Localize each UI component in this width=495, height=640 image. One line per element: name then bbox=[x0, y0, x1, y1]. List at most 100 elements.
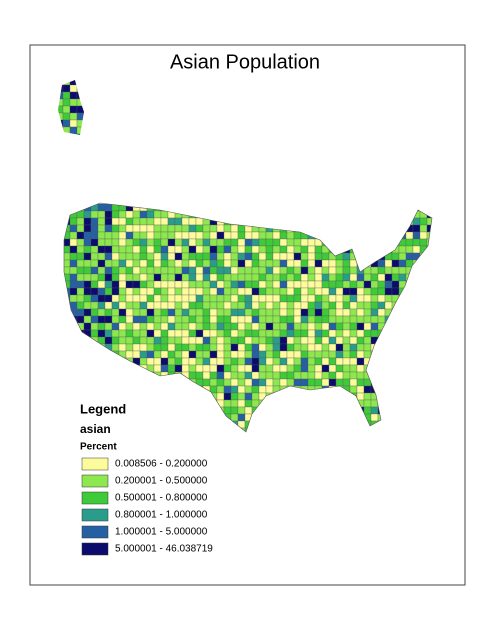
county bbox=[349, 371, 358, 380]
county bbox=[279, 378, 288, 387]
county bbox=[181, 280, 190, 289]
legend-label: 5.000001 - 46.038719 bbox=[115, 544, 213, 555]
county bbox=[132, 287, 141, 296]
county bbox=[279, 266, 288, 275]
county bbox=[174, 294, 183, 303]
county bbox=[132, 245, 141, 254]
county bbox=[69, 126, 78, 135]
county bbox=[223, 238, 232, 247]
county bbox=[363, 280, 372, 289]
county bbox=[335, 301, 344, 310]
county bbox=[160, 231, 169, 240]
county bbox=[363, 322, 372, 331]
county bbox=[321, 350, 330, 359]
county bbox=[237, 280, 246, 289]
county bbox=[349, 329, 358, 338]
county bbox=[76, 301, 85, 310]
county bbox=[216, 343, 225, 352]
county bbox=[202, 364, 211, 373]
county bbox=[377, 287, 386, 296]
county bbox=[237, 350, 246, 359]
county bbox=[244, 357, 253, 366]
county bbox=[230, 273, 239, 282]
county bbox=[272, 287, 281, 296]
county bbox=[132, 224, 141, 233]
county bbox=[146, 259, 155, 268]
county bbox=[90, 273, 99, 282]
county bbox=[230, 343, 239, 352]
county bbox=[153, 357, 162, 366]
county bbox=[237, 238, 246, 247]
county bbox=[90, 315, 99, 324]
county bbox=[370, 315, 379, 324]
county bbox=[300, 322, 309, 331]
legend-swatch bbox=[81, 474, 109, 488]
county bbox=[405, 252, 414, 261]
county bbox=[230, 364, 239, 373]
county bbox=[342, 343, 351, 352]
county bbox=[104, 224, 113, 233]
county bbox=[209, 350, 218, 359]
county bbox=[209, 266, 218, 275]
county bbox=[419, 217, 428, 226]
county bbox=[188, 217, 197, 226]
county bbox=[167, 322, 176, 331]
county bbox=[188, 322, 197, 331]
map-title: Asian Population bbox=[170, 51, 320, 73]
county bbox=[314, 308, 323, 317]
county bbox=[118, 315, 127, 324]
county bbox=[314, 371, 323, 380]
county bbox=[272, 343, 281, 352]
county bbox=[209, 280, 218, 289]
county bbox=[174, 259, 183, 268]
county bbox=[328, 301, 337, 310]
county bbox=[97, 329, 106, 338]
county bbox=[398, 252, 407, 261]
county bbox=[174, 231, 183, 240]
county bbox=[314, 287, 323, 296]
county bbox=[230, 231, 239, 240]
county bbox=[139, 287, 148, 296]
county bbox=[251, 252, 260, 261]
county bbox=[83, 294, 92, 303]
county bbox=[314, 252, 323, 261]
county bbox=[265, 315, 274, 324]
county bbox=[132, 322, 141, 331]
county bbox=[97, 322, 106, 331]
county bbox=[356, 315, 365, 324]
county bbox=[377, 280, 386, 289]
county bbox=[181, 217, 190, 226]
county bbox=[223, 336, 232, 345]
county bbox=[237, 308, 246, 317]
county bbox=[335, 294, 344, 303]
county bbox=[293, 238, 302, 247]
county bbox=[202, 378, 211, 387]
county bbox=[97, 238, 106, 247]
county bbox=[188, 231, 197, 240]
county bbox=[209, 301, 218, 310]
county bbox=[139, 329, 148, 338]
county bbox=[307, 322, 316, 331]
county bbox=[104, 287, 113, 296]
county bbox=[265, 252, 274, 261]
county bbox=[132, 315, 141, 324]
county bbox=[146, 238, 155, 247]
county bbox=[384, 266, 393, 275]
county bbox=[209, 259, 218, 268]
county bbox=[286, 357, 295, 366]
county bbox=[202, 259, 211, 268]
county bbox=[244, 385, 253, 394]
county bbox=[307, 287, 316, 296]
county bbox=[104, 329, 113, 338]
county bbox=[146, 280, 155, 289]
county bbox=[97, 308, 106, 317]
county bbox=[188, 280, 197, 289]
county bbox=[160, 336, 169, 345]
county bbox=[244, 280, 253, 289]
county bbox=[90, 210, 99, 219]
county bbox=[356, 385, 365, 394]
county bbox=[370, 287, 379, 296]
county bbox=[342, 329, 351, 338]
county bbox=[167, 294, 176, 303]
county bbox=[223, 266, 232, 275]
